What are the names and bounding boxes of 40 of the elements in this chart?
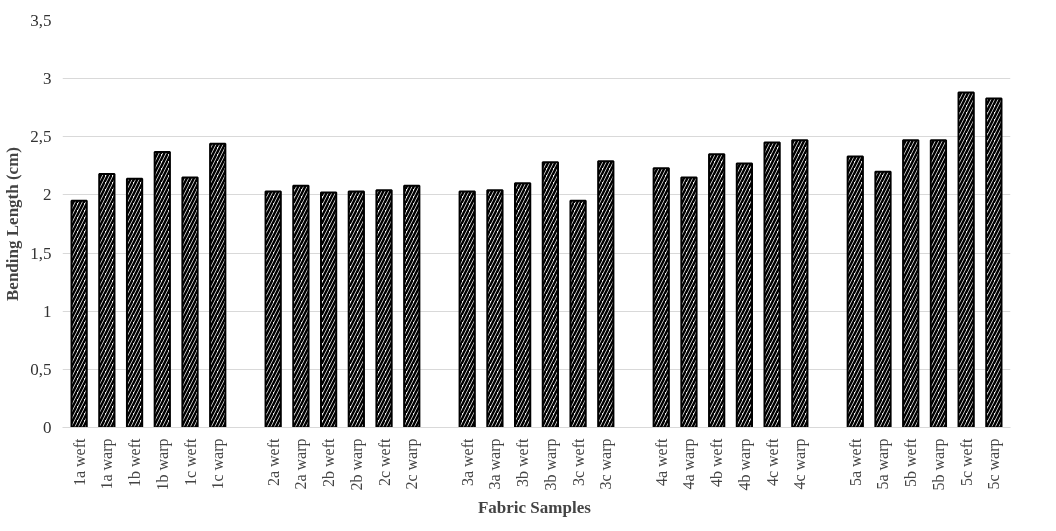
x-tick-label: 5c warp bbox=[985, 438, 1004, 490]
y-tick-label: 0,5 bbox=[30, 359, 52, 379]
y-tick-label: 3,5 bbox=[30, 11, 52, 30]
x-tick-label: 4a weft bbox=[652, 437, 670, 487]
x-tick-label: 1c weft bbox=[181, 437, 199, 487]
x-tick-label: 5b warp bbox=[929, 438, 948, 491]
x-tick-label: 2c weft bbox=[375, 437, 393, 487]
y-axis-title: Bending Length (cm) bbox=[3, 147, 23, 301]
x-tick-label: 1b weft bbox=[126, 437, 144, 487]
x-tick-label: 3b warp bbox=[541, 438, 560, 491]
x-tick-label: 2c warp bbox=[403, 438, 422, 490]
y-tick-label: 2 bbox=[43, 185, 52, 205]
x-tick-label: 2b warp bbox=[347, 438, 366, 491]
x-tick-label: 1b warp bbox=[153, 438, 172, 491]
x-tick-label: 3c warp bbox=[597, 438, 616, 490]
x-tick-label: 3a weft bbox=[458, 437, 476, 487]
x-tick-label: 4a warp bbox=[680, 438, 699, 490]
x-tick-label: 1c warp bbox=[209, 438, 228, 490]
x-axis-title: Fabric Samples bbox=[477, 498, 592, 518]
y-tick-label: 1 bbox=[43, 301, 52, 321]
x-tick-label: 5a warp bbox=[874, 438, 893, 490]
x-tick-label: 5a weft bbox=[846, 437, 864, 487]
y-tick-label: 3 bbox=[43, 69, 52, 89]
y-tick-label: 2,5 bbox=[30, 127, 52, 147]
x-tick-label: 2b weft bbox=[320, 437, 338, 487]
y-tick-label: 1,5 bbox=[30, 243, 52, 263]
x-tick-label: 5b weft bbox=[902, 437, 920, 487]
y-tick-label: 0 bbox=[43, 418, 52, 437]
x-tick-label: 3b weft bbox=[514, 437, 532, 487]
x-tick-label: 4b warp bbox=[735, 438, 754, 491]
x-tick-label: 1a warp bbox=[98, 438, 117, 490]
x-tick-label: 2a warp bbox=[292, 438, 311, 490]
x-tick-label: 4c weft bbox=[763, 437, 781, 487]
x-tick-label: 5c weft bbox=[957, 437, 975, 487]
x-tick-label: 1a weft bbox=[70, 437, 88, 487]
x-tick-label: 2a weft bbox=[264, 437, 282, 487]
x-tick-label: 4b weft bbox=[708, 437, 726, 487]
x-tick-label: 4c warp bbox=[791, 438, 810, 490]
x-tick-label: 3a warp bbox=[486, 438, 505, 490]
x-tick-label: 3c weft bbox=[569, 437, 587, 487]
